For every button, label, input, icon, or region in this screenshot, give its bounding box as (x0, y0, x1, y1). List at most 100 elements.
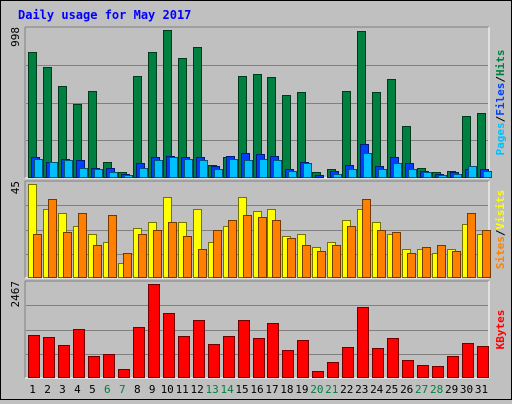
bar-hits-day-24 (372, 92, 381, 178)
bar-kbytes-day-15 (238, 320, 250, 378)
x-tick-label: 22 (340, 383, 353, 396)
x-tick-label: 2 (44, 383, 51, 396)
bar-pages-day-31 (483, 171, 492, 178)
bar-kbytes-day-24 (372, 348, 384, 378)
bar-sites-day-8 (138, 234, 147, 278)
bar-pages-day-17 (273, 160, 282, 178)
bar-sites-day-26 (407, 253, 416, 278)
bar-sites-day-11 (183, 236, 192, 278)
bar-sites-day-18 (287, 238, 296, 278)
bar-pages-day-2 (49, 162, 58, 178)
bar-kbytes-day-7 (118, 369, 130, 378)
x-tick-label: 17 (265, 383, 278, 396)
x-tick-label: 25 (385, 383, 398, 396)
bar-pages-day-24 (378, 169, 387, 178)
bar-pages-day-8 (139, 168, 148, 178)
legend-entry-hits: Hits (494, 50, 507, 77)
panel-max-label: 2467 (9, 281, 22, 308)
bar-pages-day-4 (79, 168, 88, 178)
bar-sites-day-23 (362, 199, 371, 278)
bar-pages-day-25 (393, 163, 402, 178)
bar-kbytes-day-9 (148, 284, 160, 378)
bar-kbytes-day-22 (342, 347, 354, 378)
x-tick-label: 10 (161, 383, 174, 396)
bar-kbytes-day-16 (253, 338, 265, 378)
bar-pages-day-13 (214, 169, 223, 178)
bar-sites-day-3 (63, 232, 72, 278)
legend-separator: / (494, 115, 507, 122)
bar-kbytes-day-19 (297, 340, 309, 378)
bar-pages-day-23 (363, 153, 372, 178)
x-tick-label: 8 (134, 383, 141, 396)
bar-kbytes-day-27 (417, 365, 429, 378)
bar-sites-day-29 (452, 251, 461, 278)
bar-sites-day-22 (347, 226, 356, 278)
bar-kbytes-day-23 (357, 307, 369, 378)
legend-entry-visits: Visits (494, 190, 507, 230)
x-tick-label: 16 (250, 383, 263, 396)
bar-sites-day-19 (302, 245, 311, 278)
legend-entry-files: Files (494, 83, 507, 116)
bar-kbytes-day-29 (447, 356, 459, 378)
bar-sites-day-7 (123, 253, 132, 278)
legend-separator: / (494, 76, 507, 83)
bar-kbytes-day-21 (327, 362, 339, 378)
bar-hits-day-22 (342, 91, 351, 178)
x-tick-label: 15 (235, 383, 248, 396)
bar-kbytes-day-11 (178, 336, 190, 378)
panel-visits-sites: 45 Sites/Visits (9, 180, 507, 279)
bar-kbytes-day-5 (88, 356, 100, 378)
bar-kbytes-day-31 (477, 346, 489, 378)
bar-sites-day-25 (392, 232, 401, 278)
bar-kbytes-day-12 (193, 320, 205, 378)
bar-pages-day-9 (154, 160, 163, 178)
x-tick-label: 31 (475, 383, 488, 396)
bar-pages-day-11 (184, 159, 193, 178)
bar-kbytes-day-18 (282, 350, 294, 378)
bar-pages-day-6 (109, 172, 118, 178)
x-tick-label: 13 (205, 383, 218, 396)
bar-sites-day-21 (332, 245, 341, 278)
bar-sites-day-28 (437, 245, 446, 278)
bar-pages-day-5 (94, 169, 103, 178)
x-tick-label: 23 (355, 383, 368, 396)
x-tick-label: 24 (370, 383, 384, 396)
x-tick-label: 28 (430, 383, 443, 396)
bar-sites-day-20 (317, 251, 326, 278)
bar-kbytes-day-30 (462, 343, 474, 378)
bar-kbytes-day-2 (43, 337, 55, 378)
bar-kbytes-day-8 (133, 327, 145, 378)
bar-hits-day-2 (43, 67, 52, 178)
x-tick-label: 19 (295, 383, 308, 396)
bar-kbytes-day-4 (73, 329, 85, 378)
bar-sites-day-10 (168, 222, 177, 278)
bar-pages-day-27 (423, 172, 432, 178)
x-tick-label: 21 (325, 383, 338, 396)
x-tick-label: 30 (460, 383, 473, 396)
bar-sites-day-2 (48, 199, 57, 278)
bar-hits-day-8 (133, 76, 142, 178)
bar-hits-day-5 (88, 91, 97, 178)
bar-pages-day-10 (169, 157, 178, 178)
bar-pages-day-3 (64, 160, 73, 178)
bar-hits-day-31 (477, 113, 486, 178)
bar-sites-day-27 (422, 247, 431, 278)
panel-max-label: 45 (9, 181, 22, 194)
bar-kbytes-day-3 (58, 345, 70, 378)
bar-visits-day-12 (193, 209, 202, 278)
bar-sites-day-1 (33, 234, 42, 278)
bar-sites-day-6 (108, 215, 117, 278)
bar-pages-day-12 (199, 160, 208, 178)
bar-kbytes-day-10 (163, 313, 175, 378)
bar-pages-day-22 (348, 169, 357, 178)
bar-pages-day-16 (259, 159, 268, 178)
x-tick-label: 27 (415, 383, 428, 396)
bar-kbytes-day-1 (28, 335, 40, 378)
legend-entry-pages: Pages (494, 122, 507, 155)
x-tick-label: 7 (119, 383, 126, 396)
bar-kbytes-day-17 (267, 323, 279, 378)
x-tick-label: 3 (59, 383, 66, 396)
legend-entry-sites: Sites (494, 236, 507, 269)
